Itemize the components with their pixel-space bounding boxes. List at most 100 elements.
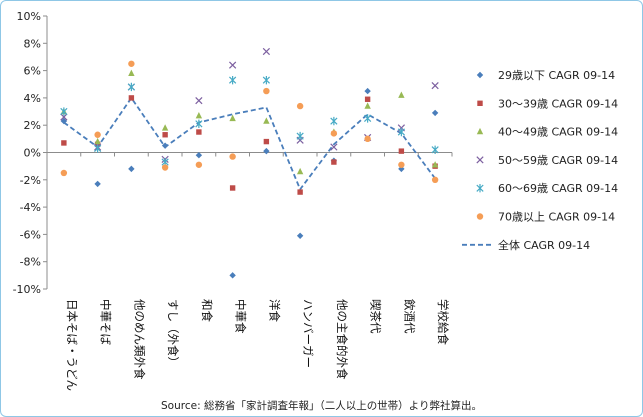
x-category-label: 他のめん類外食 <box>132 299 146 380</box>
circle-marker <box>263 87 270 95</box>
legend: 29歳以下 CAGR 09-14 30～39歳 CAGR 09-14 40～49歳 … <box>462 69 618 252</box>
square-marker <box>196 129 202 135</box>
circle-marker <box>161 164 169 171</box>
diamond-marker <box>364 87 371 95</box>
overall-series <box>63 96 436 192</box>
y-tick-label: 6% <box>24 65 41 78</box>
circle-marker <box>296 102 304 110</box>
square-marker <box>263 138 270 145</box>
circle-marker <box>229 153 236 160</box>
y-tick-label: 4% <box>24 92 41 105</box>
x-category-label: 洋食 <box>267 299 281 322</box>
x-category-labels: 日本そば・うどん 中華そば 他のめん類外食 すし（外食） 和食 中華食 洋食 ハンバーガー 他の… <box>65 299 450 391</box>
asterisk-marker <box>364 114 372 123</box>
y-tick-label: 8% <box>24 37 41 50</box>
circle-marker <box>398 161 405 168</box>
triangle-marker <box>364 102 371 109</box>
square-marker <box>331 159 337 165</box>
circle-marker <box>60 169 68 177</box>
asterisk-marker <box>94 144 102 153</box>
diamond-marker <box>94 180 101 188</box>
triangle-marker <box>476 127 484 135</box>
asterisk-marker <box>397 127 405 137</box>
diamond-marker <box>431 109 439 117</box>
x-category-label: ハンバーガー <box>301 299 315 368</box>
diamond-marker <box>128 165 135 173</box>
x-category-label: 他の主食的外食 <box>335 299 349 380</box>
y-tick-label: -10% <box>13 283 41 296</box>
legend-label: 60～69歳 CAGR 09-14 <box>498 182 618 195</box>
y-tick-label: -4% <box>20 201 41 214</box>
x-marker <box>330 143 338 151</box>
diamond-marker <box>263 147 270 155</box>
x-category-label: 飲酒代 <box>402 299 416 334</box>
y-tick-label: 2% <box>24 119 41 132</box>
x-marker <box>262 47 270 56</box>
triangle-marker <box>161 124 169 131</box>
x-category-label: 学校給食 <box>436 299 450 345</box>
circle-marker <box>476 213 484 220</box>
overall-dashed-line <box>63 96 436 192</box>
square-marker <box>128 95 135 101</box>
square-marker <box>364 96 371 102</box>
circle-marker <box>431 176 439 183</box>
asterisk-marker <box>262 75 270 85</box>
legend-label: 29歳以下 CAGR 09-14 <box>498 69 615 82</box>
diamond-marker <box>161 142 169 149</box>
y-tick-label: -8% <box>20 256 41 269</box>
asterisk-marker <box>296 131 304 141</box>
x-category-label: 中華食 <box>234 299 248 334</box>
triangle-marker <box>94 137 101 145</box>
circle-marker <box>330 130 338 137</box>
circle-marker <box>364 135 371 143</box>
x-marker <box>431 81 439 90</box>
circle-marker <box>195 161 203 168</box>
y-tick-label: 10% <box>17 10 41 23</box>
square-marker <box>297 189 303 195</box>
triangle-marker <box>128 69 135 77</box>
x-marker <box>195 97 203 105</box>
asterisk-marker <box>195 119 203 129</box>
triangle-marker <box>229 114 236 122</box>
x-marker <box>60 113 68 121</box>
diamond-marker <box>229 272 236 279</box>
asterisk-marker <box>431 145 439 154</box>
data-points <box>60 47 439 279</box>
diamond-marker <box>476 71 484 79</box>
legend-label: 50～59歳 CAGR 09-14 <box>498 154 618 167</box>
triangle-marker <box>431 161 439 168</box>
y-tick-label: -6% <box>20 228 41 241</box>
x-marker <box>229 61 237 69</box>
triangle-marker <box>296 167 304 175</box>
x-marker <box>476 156 484 164</box>
diamond-marker <box>296 232 304 239</box>
asterisk-marker <box>60 107 68 116</box>
chart-axes <box>43 15 453 290</box>
square-marker <box>398 148 405 154</box>
square-marker <box>229 185 236 191</box>
x-category-label: すし（外食） <box>166 299 180 368</box>
triangle-marker <box>398 91 405 98</box>
diamond-marker <box>195 152 203 159</box>
y-tick-label: 0% <box>24 147 41 160</box>
circle-marker <box>94 131 101 138</box>
triangle-marker <box>195 111 203 119</box>
x-category-label: 中華そば <box>99 299 113 345</box>
triangle-marker <box>263 117 270 124</box>
legend-label: 70歳以上 CAGR 09-14 <box>498 211 615 224</box>
x-category-label: 喫茶代 <box>369 299 383 334</box>
legend-label: 40～49歳 CAGR 09-14 <box>498 126 618 139</box>
source-note: Source: 総務省「家計調査年報」（二人以上の世帯）より弊社算出。 <box>161 400 482 412</box>
y-tick-label: -2% <box>20 174 41 187</box>
asterisk-marker <box>476 184 484 193</box>
asterisk-marker <box>229 75 237 85</box>
square-marker <box>162 132 168 138</box>
legend-label: 30～39歳 CAGR 09-14 <box>498 97 618 110</box>
square-marker <box>61 140 67 146</box>
x-category-label: 和食 <box>200 299 214 322</box>
diamond-marker <box>60 117 68 125</box>
asterisk-marker <box>127 82 135 92</box>
circle-marker <box>128 60 135 67</box>
